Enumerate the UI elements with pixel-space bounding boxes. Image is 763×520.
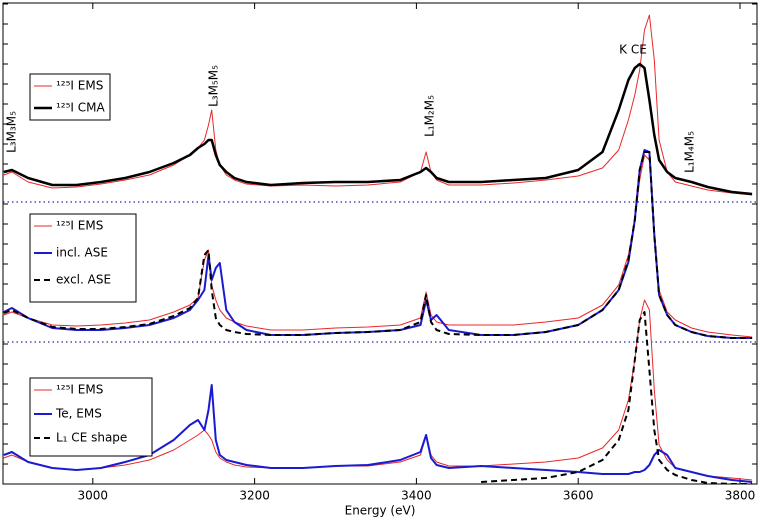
peak-annotation: L₁M₄M₅ (683, 131, 697, 173)
plot-lines (3, 14, 753, 484)
legend-label: ¹²⁵I EMS (56, 219, 103, 233)
legend-box (29, 73, 111, 121)
x-tick-label: 3000 (78, 489, 109, 503)
legend-label: ¹²⁵I EMS (56, 383, 103, 397)
legend-label: incl. ASE (56, 246, 108, 260)
series-line (3, 62, 753, 196)
legend-box (29, 377, 153, 457)
series-line (3, 149, 753, 339)
peak-annotation: L₁M₂M₅ (423, 95, 437, 137)
legend-label: excl. ASE (56, 273, 111, 287)
x-tick-label: 3200 (239, 489, 270, 503)
series-line (3, 151, 753, 339)
plot-frame (2, 2, 758, 485)
series-line (481, 311, 753, 484)
legend-box (29, 213, 137, 303)
legend: ¹²⁵I EMS incl. ASE excl. ASE (29, 213, 137, 303)
legend-label: L₁ CE shape (56, 431, 127, 445)
legend: ¹²⁵I EMS Te, EMS L₁ CE shape (29, 377, 153, 457)
legend: ¹²⁵I EMS ¹²⁵I CMA (29, 73, 111, 121)
x-tick-label: 3400 (401, 489, 432, 503)
legend-label: ¹²⁵I EMS (56, 79, 103, 93)
series-line (3, 384, 753, 483)
x-tick-label: 3800 (725, 489, 756, 503)
x-axis-label: Energy (eV) (345, 504, 416, 518)
x-tick-label: 3600 (563, 489, 594, 503)
legend-label: ¹²⁵I CMA (56, 101, 106, 115)
peak-annotation: K CE (619, 43, 647, 57)
peak-annotation: L₃M₅M₅ (207, 65, 221, 107)
peak-annotation: L₃M₃M₅ (5, 111, 19, 153)
legend-label: Te, EMS (55, 407, 102, 421)
series-line (3, 299, 753, 481)
